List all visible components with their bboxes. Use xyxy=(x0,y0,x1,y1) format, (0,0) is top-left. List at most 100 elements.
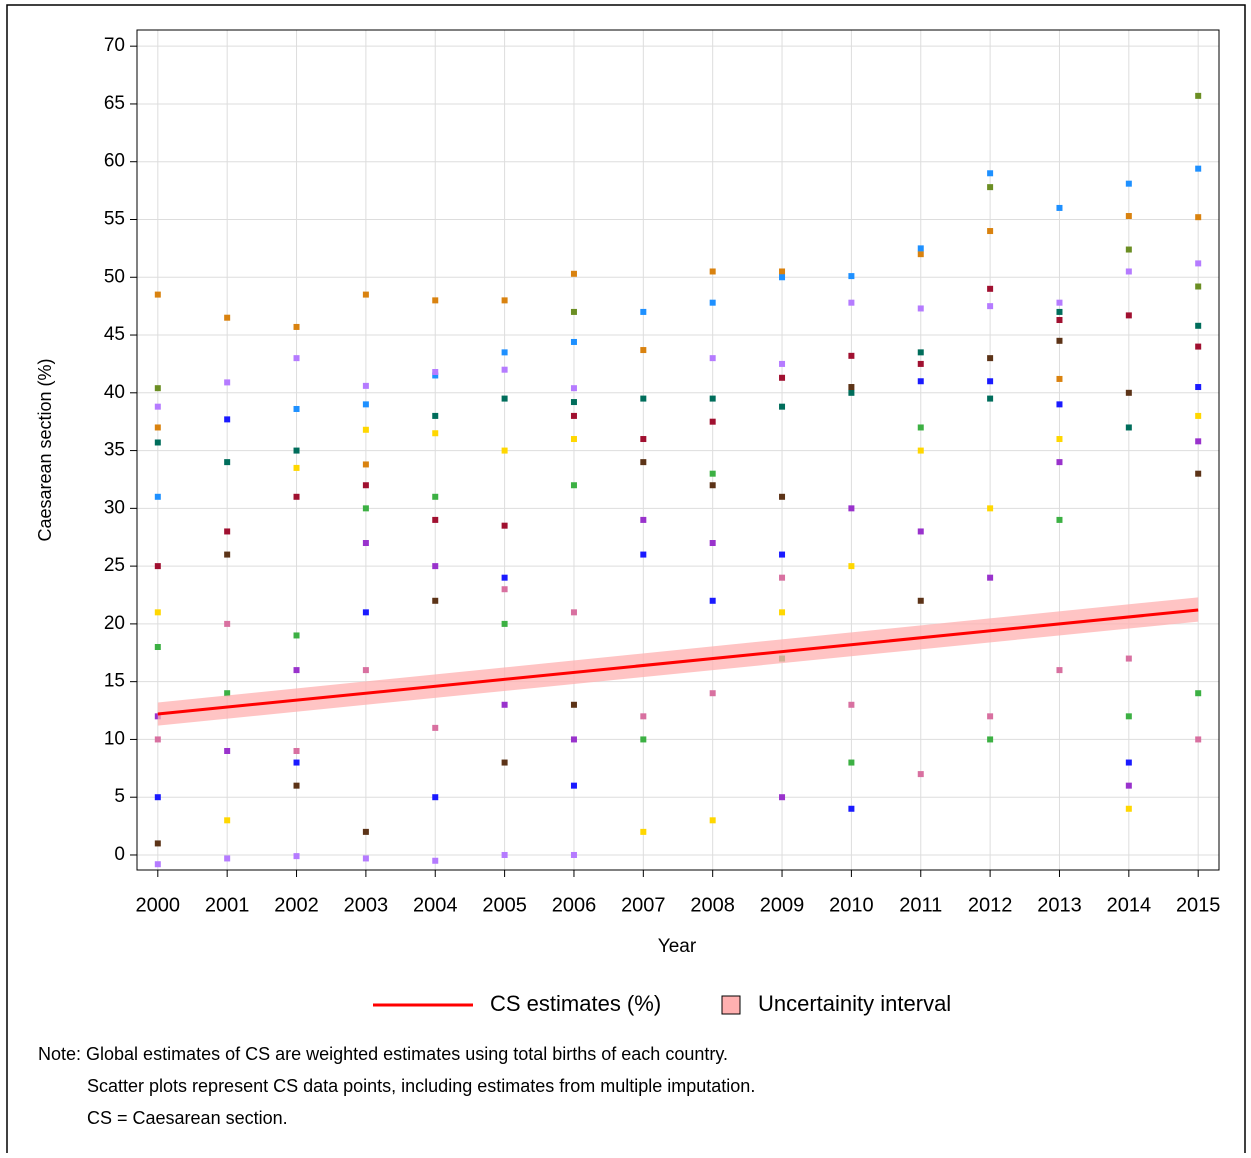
data-point xyxy=(987,574,994,581)
data-point xyxy=(1056,375,1063,382)
data-point xyxy=(570,736,577,743)
y-tick-label: 0 xyxy=(114,844,125,865)
data-point xyxy=(917,349,924,356)
data-point xyxy=(154,424,161,431)
data-point xyxy=(570,308,577,315)
data-point xyxy=(709,482,716,489)
data-point xyxy=(709,470,716,477)
data-point xyxy=(917,528,924,535)
data-point xyxy=(293,667,300,674)
data-point xyxy=(987,505,994,512)
data-point xyxy=(224,459,231,466)
data-point xyxy=(362,482,369,489)
data-point xyxy=(432,857,439,864)
data-point xyxy=(432,369,439,376)
data-point xyxy=(293,853,300,860)
y-tick-label: 25 xyxy=(104,555,125,576)
data-point xyxy=(293,782,300,789)
data-point xyxy=(779,609,786,616)
data-point xyxy=(154,291,161,298)
data-point xyxy=(293,405,300,412)
x-tick-label: 2004 xyxy=(413,894,458,916)
data-point xyxy=(154,563,161,570)
data-point xyxy=(640,516,647,523)
data-point xyxy=(432,430,439,437)
data-point xyxy=(779,551,786,558)
data-point xyxy=(501,349,508,356)
x-axis-label: Year xyxy=(658,936,697,957)
data-point xyxy=(640,736,647,743)
data-point xyxy=(1195,322,1202,329)
data-point xyxy=(848,352,855,359)
y-axis-label: Caesarean section (%) xyxy=(35,358,55,541)
data-point xyxy=(779,268,786,275)
x-tick-label: 2007 xyxy=(621,894,666,916)
data-point xyxy=(640,713,647,720)
data-point xyxy=(848,505,855,512)
data-point xyxy=(362,828,369,835)
data-point xyxy=(432,372,439,379)
x-tick-label: 2001 xyxy=(205,894,250,916)
data-point xyxy=(917,360,924,367)
note: CS = Caesarean section. xyxy=(87,1108,288,1128)
data-point xyxy=(1056,204,1063,211)
data-point xyxy=(293,632,300,639)
y-tick-label: 35 xyxy=(104,440,125,461)
data-point xyxy=(709,355,716,362)
data-point xyxy=(848,299,855,306)
y-tick-label: 5 xyxy=(114,786,125,807)
data-point xyxy=(501,759,508,766)
data-point xyxy=(1195,412,1202,419)
data-point xyxy=(362,855,369,862)
data-point xyxy=(848,384,855,391)
data-point xyxy=(709,395,716,402)
data-point xyxy=(432,297,439,304)
data-point xyxy=(640,347,647,354)
data-point xyxy=(432,493,439,500)
data-point xyxy=(501,447,508,454)
data-point xyxy=(224,416,231,423)
data-point xyxy=(1125,655,1132,662)
data-point xyxy=(570,609,577,616)
data-point xyxy=(154,403,161,410)
data-point xyxy=(779,493,786,500)
data-point xyxy=(1195,214,1202,221)
x-tick-label: 2013 xyxy=(1037,894,1082,916)
data-point xyxy=(570,385,577,392)
data-point xyxy=(293,747,300,754)
data-point xyxy=(917,245,924,252)
y-tick-label: 50 xyxy=(104,266,125,287)
data-point xyxy=(779,403,786,410)
data-point xyxy=(848,273,855,280)
data-point xyxy=(917,447,924,454)
data-point xyxy=(640,459,647,466)
data-point xyxy=(154,493,161,500)
data-point xyxy=(501,395,508,402)
data-point xyxy=(154,840,161,847)
data-point xyxy=(709,268,716,275)
data-point xyxy=(570,851,577,858)
data-point xyxy=(570,482,577,489)
data-point xyxy=(1195,283,1202,290)
legend-label: CS estimates (%) xyxy=(490,991,661,1016)
data-point xyxy=(224,690,231,697)
x-tick-label: 2012 xyxy=(968,894,1013,916)
data-point xyxy=(362,382,369,389)
x-tick-label: 2002 xyxy=(274,894,319,916)
data-point xyxy=(362,401,369,408)
data-point xyxy=(1195,438,1202,445)
data-point xyxy=(1056,299,1063,306)
x-tick-label: 2003 xyxy=(344,894,389,916)
data-point xyxy=(987,303,994,310)
data-point xyxy=(1195,92,1202,99)
data-point xyxy=(432,724,439,731)
data-point xyxy=(1125,246,1132,253)
y-tick-label: 45 xyxy=(104,324,125,345)
data-point xyxy=(362,667,369,674)
data-point xyxy=(432,563,439,570)
data-point xyxy=(570,782,577,789)
data-point xyxy=(987,228,994,235)
x-tick-label: 2006 xyxy=(552,894,597,916)
y-tick-label: 15 xyxy=(104,671,125,692)
